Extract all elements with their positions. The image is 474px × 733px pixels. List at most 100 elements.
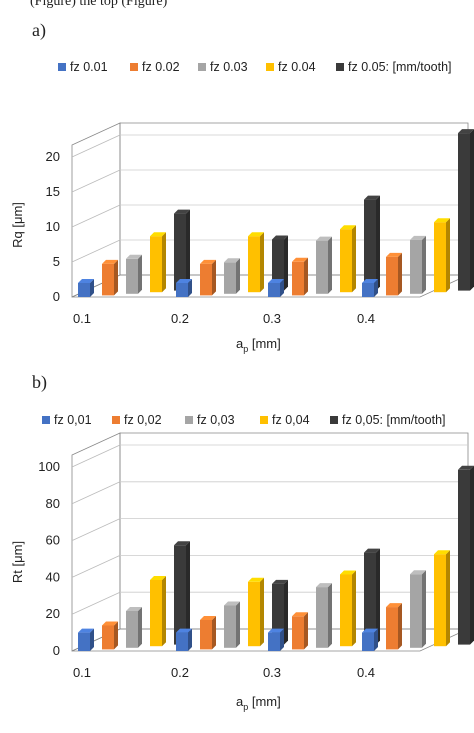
bar-1-cat-0.1 (78, 283, 90, 297)
bar-3-cat-0.1 (126, 258, 138, 294)
x-axis-title: ap [mm] (236, 336, 281, 354)
bar-side (186, 209, 190, 291)
bar-top (340, 570, 356, 575)
bar-2-cat-0.3 (292, 616, 304, 650)
bar-5-cat-0.4 (458, 133, 470, 291)
bar-top (410, 570, 426, 575)
chart-b: 0 20 40 60 80 100 0.1 0.2 0.3 0.4 fz 0,01 fz 0,02 fz… (10, 413, 474, 712)
bar-top (458, 129, 474, 134)
bar-top (248, 577, 264, 582)
bar-side (236, 258, 240, 294)
bar-1-cat-0.1 (78, 632, 90, 651)
bar-side (212, 615, 216, 650)
bar-side (212, 259, 216, 296)
bar-top (78, 279, 94, 283)
x-tick-label: 0.1 (73, 311, 91, 326)
bar-top (268, 279, 284, 283)
bar-5-cat-0.2 (272, 239, 284, 291)
y-tick-label: 20 (46, 606, 60, 621)
bar-top (362, 628, 378, 633)
bar-3-cat-0.4 (410, 574, 422, 648)
bar-3-cat-0.3 (316, 240, 328, 294)
legend-label: fz 0,02 (124, 413, 162, 427)
x-tick-label: 0.3 (263, 311, 281, 326)
bar-top (102, 621, 118, 626)
legend-swatch (266, 63, 274, 71)
y-tick-label: 0 (53, 289, 60, 304)
bar-2-cat-0.2 (200, 263, 212, 296)
bar-side (114, 621, 118, 650)
bar-top (174, 541, 190, 546)
bar-side (328, 583, 332, 648)
y-tick-label: 10 (46, 219, 60, 234)
bar-side (422, 570, 426, 648)
bar-5-cat-0.3 (364, 552, 376, 645)
bar-side (374, 628, 378, 651)
bar-top (364, 195, 380, 200)
bar-side (446, 550, 450, 647)
bar-side (280, 628, 284, 651)
bar-top (126, 607, 142, 611)
bar-side (374, 279, 378, 297)
bar-side (304, 612, 308, 650)
gridline-side (71, 481, 121, 505)
bar-side (162, 575, 166, 647)
bar-top (386, 603, 402, 608)
panel-label-a: a) (32, 20, 46, 40)
bar-top (200, 259, 216, 264)
bar-top (78, 628, 94, 633)
bar-side (446, 218, 450, 293)
bar-top (268, 628, 284, 633)
chart-a: 0 5 10 15 20 0.1 0.2 0.3 0.4 fz 0.01 fz 0.02 fz 0.0… (10, 60, 474, 354)
bar-top (410, 235, 426, 240)
bar-side (470, 129, 474, 291)
gridline-side (71, 134, 121, 158)
gridline-side (71, 204, 121, 228)
cropped-caption-text: (Figure) the top (Figure) (30, 0, 168, 8)
x-tick-label: 0.4 (357, 665, 375, 680)
bar-top (224, 601, 240, 606)
bar-side (328, 236, 332, 294)
panel-label-b: b) (32, 372, 47, 392)
legend-swatch (185, 416, 193, 424)
bar-side (188, 279, 192, 297)
bar-side (138, 607, 142, 648)
y-tick-label: 15 (46, 184, 60, 199)
bar-side (236, 601, 240, 648)
gridline-side (71, 169, 121, 193)
legend-label: fz 0.05: [mm/tooth] (348, 60, 452, 74)
legend-label: fz 0.03 (210, 60, 248, 74)
bar-5-cat-0.4 (458, 469, 470, 645)
x-tick-label: 0.1 (73, 665, 91, 680)
bar-1-cat-0.3 (268, 632, 280, 651)
gridline-side (71, 239, 121, 263)
bar-3-cat-0.1 (126, 611, 138, 648)
legend-label: fz 0.04 (278, 60, 316, 74)
bar-2-cat-0.1 (102, 625, 114, 650)
x-tick-label: 0.3 (263, 665, 281, 680)
bar-1-cat-0.3 (268, 283, 280, 297)
legend-swatch (112, 416, 120, 424)
side-wall (71, 432, 121, 652)
bar-side (138, 254, 142, 294)
bar-side (280, 279, 284, 297)
y-axis-title: Rt [μm] (10, 541, 25, 583)
legend-swatch (198, 63, 206, 71)
bar-3-cat-0.2 (224, 605, 236, 648)
y-tick-label: 20 (46, 149, 60, 164)
bar-side (90, 628, 94, 651)
bar-top (176, 628, 192, 633)
bar-2-cat-0.4 (386, 256, 398, 296)
legend-swatch (330, 416, 338, 424)
bar-5-cat-0.1 (174, 213, 186, 291)
bar-side (398, 603, 402, 650)
bar-5-cat-0.3 (364, 199, 376, 291)
bar-side (376, 195, 380, 291)
bar-top (292, 612, 308, 617)
bar-top (176, 279, 192, 283)
bar-side (188, 628, 192, 651)
bar-top (272, 579, 288, 584)
y-tick-label: 80 (46, 496, 60, 511)
bar-1-cat-0.4 (362, 283, 374, 297)
bar-4-cat-0.4 (434, 222, 446, 293)
